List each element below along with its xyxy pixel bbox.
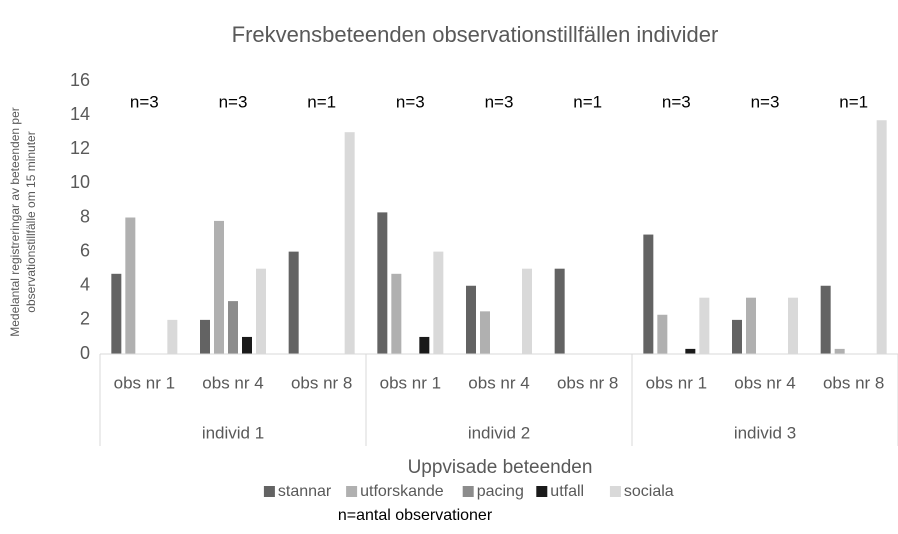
- y-tick-label: 12: [70, 138, 90, 158]
- y-tick-label: 6: [80, 240, 90, 260]
- bar: [834, 348, 845, 354]
- annotation: n=3: [396, 92, 425, 111]
- bar: [214, 220, 224, 354]
- y-tick-label: 10: [70, 172, 90, 192]
- legend-swatch: [462, 486, 474, 497]
- bar: [228, 301, 238, 354]
- bar: [111, 273, 122, 354]
- annotation: n=3: [219, 92, 248, 111]
- bar: [876, 120, 887, 355]
- bar: [391, 273, 402, 354]
- legend-label: stannar: [278, 483, 332, 500]
- x-tick-label: obs nr 4: [468, 373, 529, 392]
- y-axis-label: observationstillfälle om 15 minuter: [24, 131, 38, 312]
- y-tick-label: 8: [80, 206, 90, 226]
- bar: [480, 311, 490, 354]
- bar: [125, 217, 136, 354]
- legend-label: utforskande: [360, 483, 444, 500]
- legend-label: utfall: [550, 483, 584, 500]
- group-label: individ 2: [468, 423, 530, 442]
- annotation: n=1: [839, 92, 868, 111]
- legend-swatch: [263, 486, 275, 497]
- bar: [242, 336, 252, 354]
- bar: [377, 212, 388, 354]
- annotation: n=3: [485, 92, 514, 111]
- annotation: n=1: [307, 92, 336, 111]
- x-tick-label: obs nr 8: [823, 373, 884, 392]
- bar: [433, 251, 444, 354]
- bar: [466, 285, 476, 354]
- y-tick-label: 4: [80, 275, 90, 295]
- bar: [643, 234, 654, 354]
- bar: [685, 348, 696, 354]
- bar: [419, 336, 430, 354]
- x-tick-label: obs nr 4: [202, 373, 263, 392]
- bar: [522, 268, 532, 354]
- x-tick-label: obs nr 8: [291, 373, 352, 392]
- y-tick-label: 0: [80, 343, 90, 363]
- legend-label: sociala: [624, 483, 674, 500]
- bar: [788, 297, 798, 354]
- x-tick-label: obs nr 8: [557, 373, 618, 392]
- x-tick-label: obs nr 1: [114, 373, 175, 392]
- group-label: individ 1: [202, 423, 264, 442]
- bar: [256, 268, 266, 354]
- y-tick-label: 2: [80, 309, 90, 329]
- x-tick-label: obs nr 1: [380, 373, 441, 392]
- bar: [200, 319, 210, 354]
- x-tick-label: obs nr 4: [734, 373, 795, 392]
- y-tick-label: 14: [70, 104, 90, 124]
- bar: [746, 297, 756, 354]
- annotation: n=3: [662, 92, 691, 111]
- chart-title: Frekvensbeteenden observationstillfällen…: [232, 22, 719, 47]
- bar: [699, 297, 710, 354]
- bar: [820, 285, 831, 354]
- annotation: n=1: [573, 92, 602, 111]
- note: n=antal observationer: [338, 507, 493, 524]
- legend-swatch: [536, 486, 548, 497]
- legend-swatch: [346, 486, 358, 497]
- annotation: n=3: [751, 92, 780, 111]
- y-tick-label: 16: [70, 70, 90, 90]
- bar: [657, 314, 668, 354]
- bar: [344, 132, 355, 354]
- x-axis-label: Uppvisade beteenden: [408, 457, 593, 478]
- bar: [554, 268, 565, 354]
- x-tick-label: obs nr 1: [646, 373, 707, 392]
- legend-label: pacing: [477, 483, 524, 500]
- annotation: n=3: [130, 92, 159, 111]
- y-axis-label: Medelantal registreringar av beteenden p…: [8, 107, 22, 336]
- bar: [288, 251, 299, 354]
- bar: [732, 319, 742, 354]
- group-label: individ 3: [734, 423, 796, 442]
- legend-swatch: [609, 486, 621, 497]
- bar: [167, 319, 178, 354]
